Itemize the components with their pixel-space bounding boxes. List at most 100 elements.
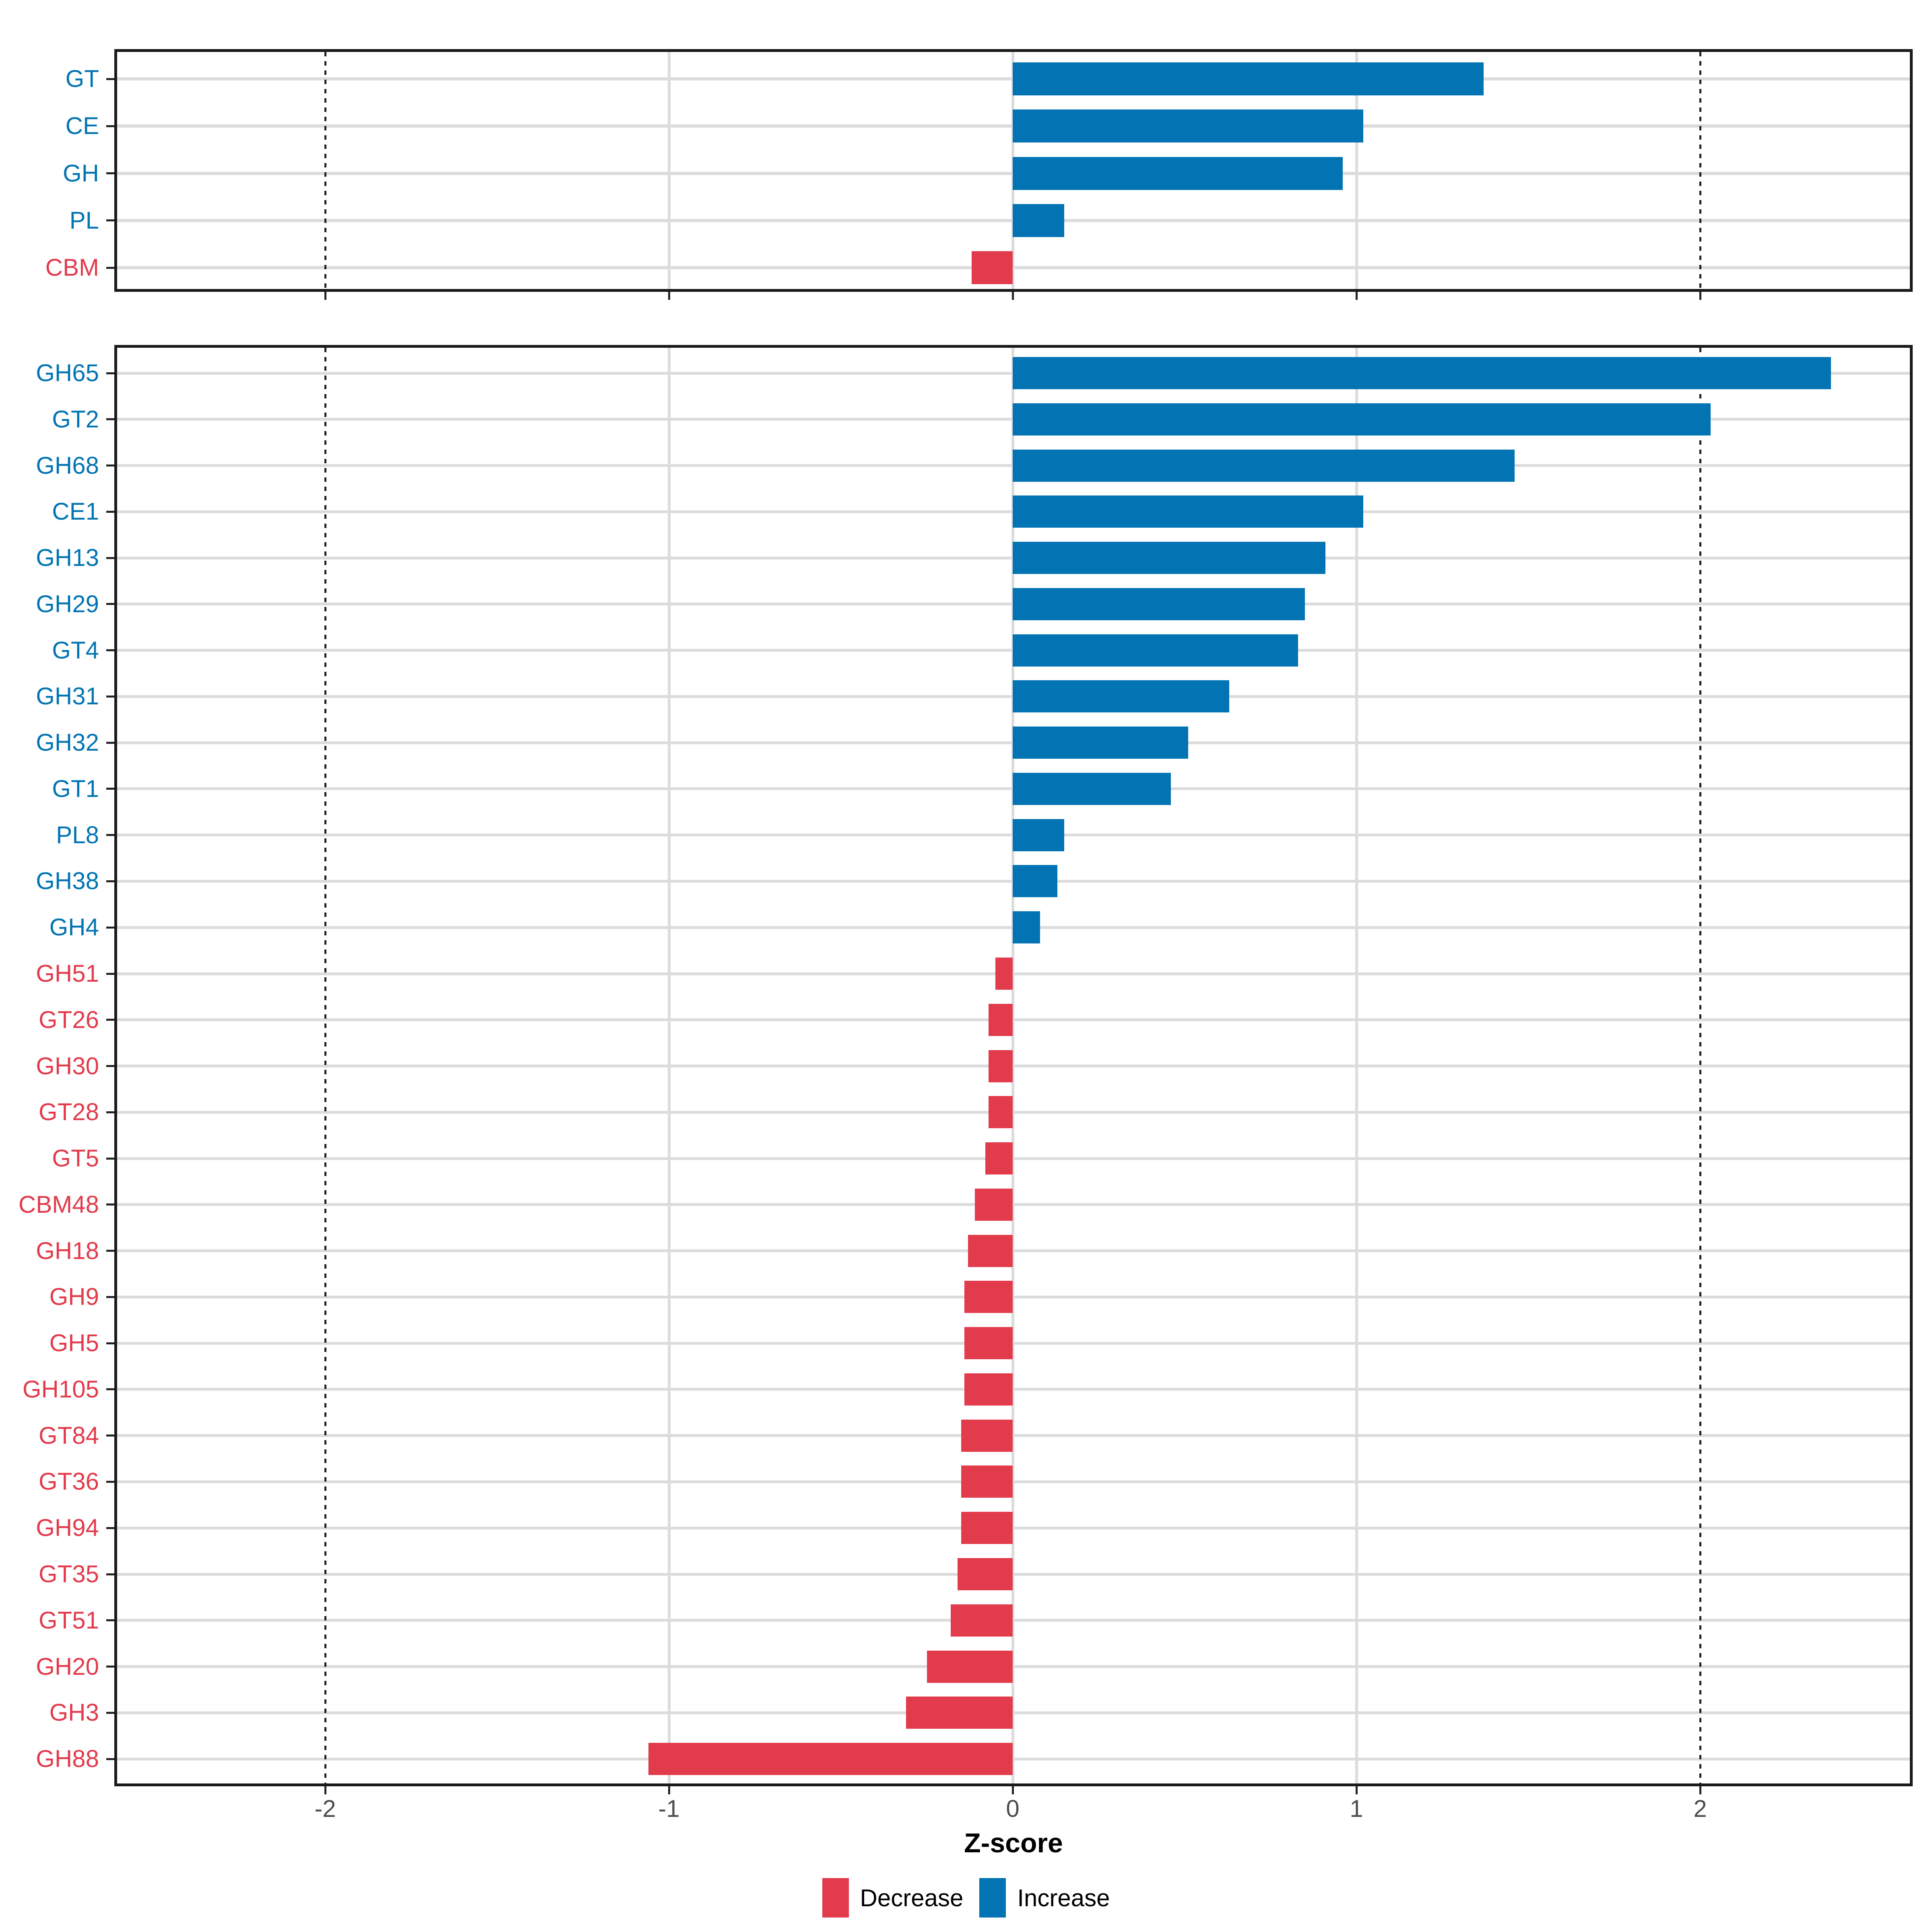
y-axis-tick xyxy=(106,1527,114,1529)
category-label-GH9: GH9 xyxy=(49,1283,99,1311)
gridline-v xyxy=(1011,348,1014,1783)
category-label-CBM48: CBM48 xyxy=(18,1191,99,1218)
y-axis-tick xyxy=(106,418,114,421)
legend-label-increase: Increase xyxy=(1017,1884,1110,1911)
legend: Decrease Increase xyxy=(0,1878,1932,1918)
category-label-GH20: GH20 xyxy=(36,1653,99,1680)
y-axis-tick xyxy=(106,1573,114,1575)
y-axis-tick xyxy=(106,219,114,222)
bar-GT28 xyxy=(989,1096,1013,1129)
bar-GH20 xyxy=(927,1650,1013,1683)
category-label-GH30: GH30 xyxy=(36,1052,99,1080)
y-axis-tick xyxy=(106,741,114,744)
y-axis-tick xyxy=(106,557,114,559)
gridline-v xyxy=(1355,348,1358,1783)
bar-GH xyxy=(1013,157,1343,190)
panel-bottom-families: GH65 GT2 GH68 CE1 GH13 GH29 GT4 GH31 GH32 GT1 PL8 G… xyxy=(19,345,1913,1794)
bar-GH3 xyxy=(906,1697,1013,1729)
category-label-GT4: GT4 xyxy=(52,636,99,664)
category-label-GH5: GH5 xyxy=(49,1329,99,1357)
legend-item-decrease: Decrease xyxy=(822,1878,964,1918)
legend-swatch-decrease xyxy=(822,1878,849,1918)
category-label-CE1: CE1 xyxy=(52,498,99,525)
y-axis-tick xyxy=(106,1296,114,1298)
y-axis-tick xyxy=(106,372,114,374)
y-axis-tick xyxy=(106,1435,114,1437)
y-axis-tick xyxy=(106,880,114,882)
x-axis-tick xyxy=(324,292,326,300)
category-label-GH68: GH68 xyxy=(36,452,99,479)
y-axis-tick xyxy=(106,464,114,467)
category-label-GH88: GH88 xyxy=(36,1745,99,1773)
y-axis-tick xyxy=(106,788,114,790)
legend-swatch-increase xyxy=(979,1878,1006,1918)
y-axis-tick xyxy=(106,926,114,929)
bar-GT35 xyxy=(958,1558,1013,1591)
category-label-GT35: GT35 xyxy=(38,1560,99,1588)
legend-item-increase: Increase xyxy=(979,1878,1110,1918)
bar-GH51 xyxy=(995,958,1013,990)
reference-line-dotted xyxy=(1699,348,1701,1783)
bar-GH88 xyxy=(648,1743,1013,1775)
reference-line-dotted xyxy=(324,348,326,1783)
reference-line-dotted xyxy=(324,52,326,289)
y-axis-tick xyxy=(106,125,114,127)
bar-GT26 xyxy=(989,1003,1013,1036)
bar-GH65 xyxy=(1013,357,1831,389)
category-label-GH3: GH3 xyxy=(49,1699,99,1726)
bar-GT84 xyxy=(961,1419,1013,1452)
category-label-GT5: GT5 xyxy=(52,1145,99,1172)
category-label-GH18: GH18 xyxy=(36,1237,99,1264)
x-axis-tick xyxy=(324,1786,326,1794)
x-axis-tick xyxy=(1699,1786,1701,1794)
x-axis-tick xyxy=(1011,1786,1014,1794)
x-axis-tick xyxy=(668,292,670,300)
category-label-GT51: GT51 xyxy=(38,1606,99,1634)
y-axis-tick xyxy=(106,78,114,80)
category-label-GT28: GT28 xyxy=(38,1098,99,1126)
category-label-GT1: GT1 xyxy=(52,775,99,802)
category-label-GH31: GH31 xyxy=(36,683,99,710)
x-tick-label: 1 xyxy=(1350,1795,1363,1822)
y-axis-tick xyxy=(106,834,114,836)
x-axis-tick xyxy=(1011,292,1014,300)
bar-GH29 xyxy=(1013,588,1305,620)
category-label-GT: GT xyxy=(65,65,99,92)
y-axis-tick xyxy=(106,649,114,652)
panel-top-classes: GT CE GH PL CBM xyxy=(45,49,1913,300)
y-axis-tick xyxy=(106,510,114,513)
category-label-GH29: GH29 xyxy=(36,590,99,617)
category-label-GH105: GH105 xyxy=(22,1375,99,1403)
gridline-v xyxy=(667,52,671,289)
bar-CBM48 xyxy=(975,1188,1013,1221)
bar-GH4 xyxy=(1013,911,1040,944)
bar-GT51 xyxy=(951,1604,1013,1637)
bar-GH105 xyxy=(964,1373,1013,1406)
bar-GT xyxy=(1013,62,1484,95)
gridline-v xyxy=(1355,52,1358,289)
bar-CE1 xyxy=(1013,495,1364,528)
x-axis-tick xyxy=(1355,1786,1358,1794)
bar-GH32 xyxy=(1013,727,1188,759)
category-label-GT26: GT26 xyxy=(38,1006,99,1033)
category-label-GH13: GH13 xyxy=(36,544,99,572)
y-axis-tick xyxy=(106,1203,114,1206)
bar-GT2 xyxy=(1013,403,1711,436)
y-axis-tick xyxy=(106,172,114,175)
x-tick-label: 0 xyxy=(1006,1795,1020,1822)
legend-label-decrease: Decrease xyxy=(860,1884,964,1911)
category-label-CE: CE xyxy=(65,112,99,140)
x-tick-label: -1 xyxy=(658,1795,680,1822)
y-axis-tick xyxy=(106,1342,114,1344)
y-axis-tick xyxy=(106,266,114,269)
gridline-v xyxy=(667,348,671,1783)
y-axis-tick xyxy=(106,1111,114,1113)
y-axis-tick xyxy=(106,1065,114,1067)
category-label-GT36: GT36 xyxy=(38,1468,99,1495)
y-axis-tick xyxy=(106,695,114,698)
y-axis-tick xyxy=(106,1157,114,1160)
category-label-GT2: GT2 xyxy=(52,405,99,433)
y-axis-tick xyxy=(106,1250,114,1252)
category-label-CBM: CBM xyxy=(45,254,99,281)
